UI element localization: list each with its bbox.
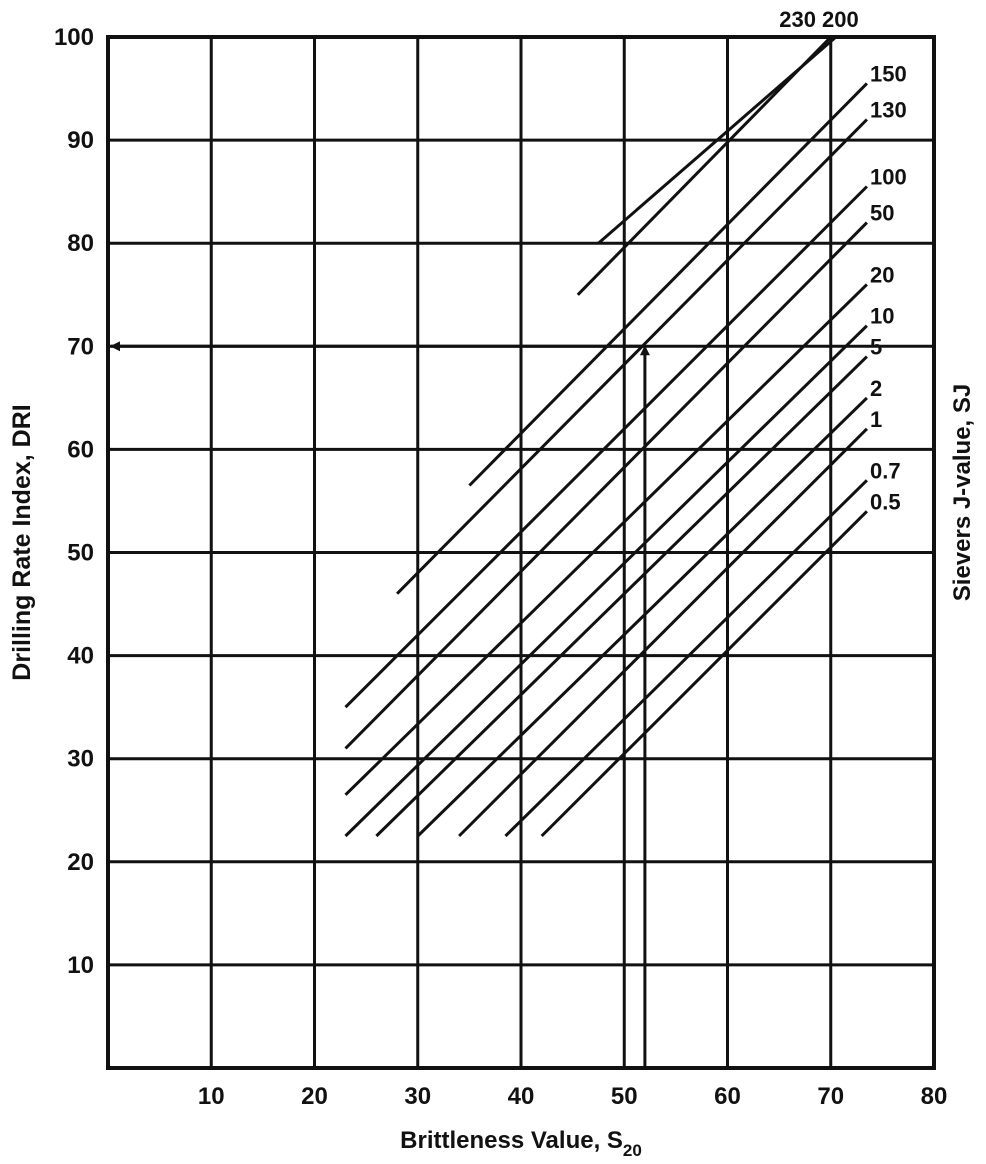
y-tick-label: 70 xyxy=(67,333,94,360)
x-tick-label: 10 xyxy=(198,1083,225,1110)
series-label: 130 xyxy=(870,97,907,122)
example-reading-arrows xyxy=(110,341,650,1068)
y-tick-label: 80 xyxy=(67,230,94,257)
series-label: 150 xyxy=(870,61,907,86)
y-tick-label: 60 xyxy=(67,436,94,463)
series-label: 50 xyxy=(870,201,894,226)
series-label: 100 xyxy=(870,164,907,189)
series-label: 0.5 xyxy=(870,489,901,514)
x-tick-label: 50 xyxy=(611,1083,638,1110)
series-line-sj-10 xyxy=(344,324,868,838)
x-axis-title-subscript: 20 xyxy=(623,1141,642,1160)
series-line-sj-150 xyxy=(468,82,868,487)
series-label: 230 200 xyxy=(779,7,859,32)
series-label: 2 xyxy=(870,376,882,401)
tick-labels: 10 20 30 40 50 60 70 80 10 20 30 40 50 60 70 80 90 100 xyxy=(54,24,947,1110)
sj-series-lines xyxy=(344,35,868,838)
series-line-sj-1 xyxy=(458,427,868,838)
y-axis-title: Drilling Rate Index, DRI xyxy=(8,404,36,680)
series-label: 10 xyxy=(870,304,894,329)
x-tick-label: 40 xyxy=(508,1083,535,1110)
series-line-sj-5 xyxy=(375,355,868,838)
x-tick-label: 30 xyxy=(404,1083,431,1110)
series-line-sj-50 xyxy=(344,221,868,750)
x-axis-title-text: Brittleness Value, S xyxy=(400,1127,623,1154)
y-tick-label: 10 xyxy=(67,952,94,979)
x-tick-label: 60 xyxy=(714,1083,741,1110)
y-tick-label: 50 xyxy=(67,540,94,567)
series-line-sj-0.7 xyxy=(504,479,868,838)
y-tick-label: 100 xyxy=(54,24,94,51)
series-label: 20 xyxy=(870,262,894,287)
y-tick-label: 40 xyxy=(67,643,94,670)
y-tick-label: 90 xyxy=(67,127,94,154)
x-tick-label: 80 xyxy=(921,1083,948,1110)
x-axis-title: Brittleness Value, S20 xyxy=(400,1127,642,1160)
y-tick-label: 20 xyxy=(67,849,94,876)
series-line-sj-2 xyxy=(416,396,868,838)
grid-lines xyxy=(108,37,934,1068)
right-axis-title: Sievers J-value, SJ xyxy=(949,384,976,601)
series-labels: 230 200 150 130 100 50 20 10 5 2 1 0.7 0.5 xyxy=(779,7,907,514)
series-line-sj-20 xyxy=(344,283,868,796)
series-line-sj-0.5 xyxy=(540,510,868,838)
series-line-sj-100 xyxy=(344,185,868,709)
series-label: 5 xyxy=(870,335,882,360)
plot-frame xyxy=(106,35,936,1070)
y-tick-label: 30 xyxy=(67,746,94,773)
series-line-sj-130 xyxy=(396,118,868,595)
x-tick-label: 20 xyxy=(301,1083,328,1110)
x-tick-label: 70 xyxy=(817,1083,844,1110)
series-label: 0.7 xyxy=(870,458,901,483)
series-line-sj-200 xyxy=(576,35,832,296)
series-label: 1 xyxy=(870,407,882,432)
